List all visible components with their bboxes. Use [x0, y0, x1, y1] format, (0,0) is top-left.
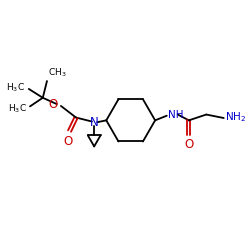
- Text: N: N: [90, 116, 98, 129]
- Text: H$_3$C: H$_3$C: [8, 102, 26, 115]
- Text: NH$_2$: NH$_2$: [225, 111, 246, 124]
- Text: O: O: [64, 134, 73, 147]
- Text: NH: NH: [168, 110, 184, 120]
- Text: H$_3$C: H$_3$C: [6, 82, 25, 94]
- Text: O: O: [48, 98, 58, 111]
- Text: CH$_3$: CH$_3$: [48, 66, 67, 79]
- Text: O: O: [184, 138, 194, 151]
